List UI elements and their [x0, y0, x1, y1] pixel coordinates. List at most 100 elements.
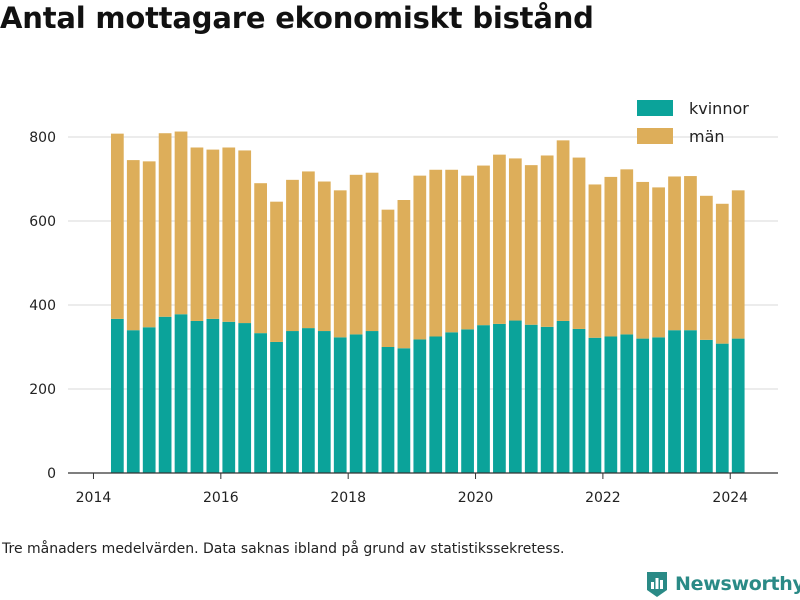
bar-kvinnor: [508, 320, 522, 473]
bar-kvinnor: [142, 327, 156, 473]
bar-man: [572, 157, 586, 329]
bar-man: [286, 179, 299, 332]
bar-kvinnor: [317, 331, 331, 473]
bar-kvinnor: [604, 336, 618, 473]
bar-man: [524, 165, 538, 325]
bar-man: [636, 181, 650, 339]
bar-kvinnor: [652, 337, 665, 473]
bar-man: [461, 175, 474, 330]
newsworthy-logo-icon: [647, 572, 667, 597]
bar-man: [397, 200, 411, 349]
legend-label: män: [689, 127, 725, 146]
bar-man: [381, 209, 395, 347]
bar-man: [668, 176, 681, 331]
bar-man: [556, 140, 570, 321]
bar-kvinnor: [222, 321, 236, 473]
legend-label: kvinnor: [689, 99, 749, 118]
bar-man: [222, 147, 236, 322]
bar-kvinnor: [365, 331, 379, 473]
bar-kvinnor: [684, 330, 697, 473]
bar-man: [429, 169, 443, 337]
bar-kvinnor: [126, 330, 140, 473]
bar-man: [142, 161, 156, 328]
bar-man: [110, 133, 124, 319]
bar-kvinnor: [620, 334, 634, 473]
bar-man: [445, 169, 459, 333]
bar-kvinnor: [715, 343, 729, 473]
bar-man: [731, 190, 745, 339]
y-axis: 0 200 400 600 800: [29, 130, 56, 482]
bar-kvinnor: [413, 339, 427, 473]
bar-kvinnor: [445, 332, 459, 473]
bar-man: [349, 174, 363, 335]
bar-kvinnor: [540, 326, 554, 473]
chart-title: Antal mottagare ekonomiskt bistånd: [0, 1, 594, 35]
bar-man: [508, 158, 522, 321]
bar-kvinnor: [556, 320, 570, 473]
bar-man: [206, 149, 220, 319]
bar-man: [254, 183, 267, 334]
bar-kvinnor: [397, 348, 411, 473]
bar-man: [302, 171, 315, 329]
y-tick-label: 400: [29, 298, 56, 314]
bar-man: [333, 190, 347, 338]
bar-man: [699, 195, 713, 340]
bar-kvinnor: [190, 320, 204, 473]
x-tick-label: 2016: [203, 490, 239, 506]
legend-swatch: [637, 128, 673, 144]
bar-kvinnor: [636, 338, 650, 473]
bar-man: [126, 160, 140, 331]
brand-name: Newsworthy: [675, 573, 800, 595]
bar-man: [158, 133, 172, 317]
x-tick-label: 2020: [458, 490, 494, 506]
bars: [110, 131, 745, 473]
bar-man: [365, 172, 379, 332]
y-tick-label: 0: [47, 466, 56, 482]
bar-man: [540, 155, 554, 327]
bar-kvinnor: [302, 328, 315, 473]
y-tick-label: 600: [29, 214, 56, 230]
bar-man: [270, 201, 283, 342]
bar-kvinnor: [238, 323, 252, 473]
bar-man: [477, 165, 490, 326]
bar-kvinnor: [524, 324, 538, 473]
chart: 2014 2016 2018 2020 2022 2024 0 200 400 600 800 k…: [29, 99, 778, 506]
x-tick-label: 2018: [330, 490, 366, 506]
bar-kvinnor: [588, 337, 602, 473]
brand-logo[interactable]: Newsworthy: [645, 568, 800, 600]
bar-man: [174, 131, 188, 315]
bar-kvinnor: [699, 339, 713, 473]
bar-man: [190, 147, 204, 321]
bar-kvinnor: [572, 328, 586, 473]
bar-kvinnor: [731, 338, 745, 473]
x-tick-label: 2014: [76, 490, 112, 506]
bar-kvinnor: [477, 325, 490, 473]
bar-kvinnor: [668, 330, 681, 473]
bar-man: [684, 176, 697, 331]
footnote: Tre månaders medelvärden. Data saknas ib…: [2, 541, 565, 557]
bar-kvinnor: [381, 347, 395, 473]
bar-man: [317, 181, 331, 332]
bar-man: [652, 187, 665, 338]
legend: kvinnor män: [637, 99, 749, 146]
bar-kvinnor: [110, 318, 124, 473]
bar-kvinnor: [333, 337, 347, 473]
y-tick-label: 800: [29, 130, 56, 146]
bar-man: [604, 176, 618, 337]
bar-man: [493, 154, 506, 324]
x-tick-label: 2022: [585, 490, 621, 506]
bar-kvinnor: [349, 334, 363, 473]
bar-kvinnor: [493, 323, 506, 473]
bar-kvinnor: [254, 333, 267, 473]
bar-kvinnor: [206, 318, 220, 473]
x-tick-label: 2024: [712, 490, 748, 506]
bar-kvinnor: [174, 314, 188, 473]
bar-man: [620, 169, 634, 335]
x-axis: 2014 2016 2018 2020 2022 2024: [68, 472, 778, 506]
bar-kvinnor: [270, 341, 283, 473]
bar-man: [413, 175, 427, 340]
y-tick-label: 200: [29, 382, 56, 398]
bar-man: [238, 150, 252, 324]
bar-kvinnor: [429, 336, 443, 473]
bar-man: [715, 203, 729, 344]
